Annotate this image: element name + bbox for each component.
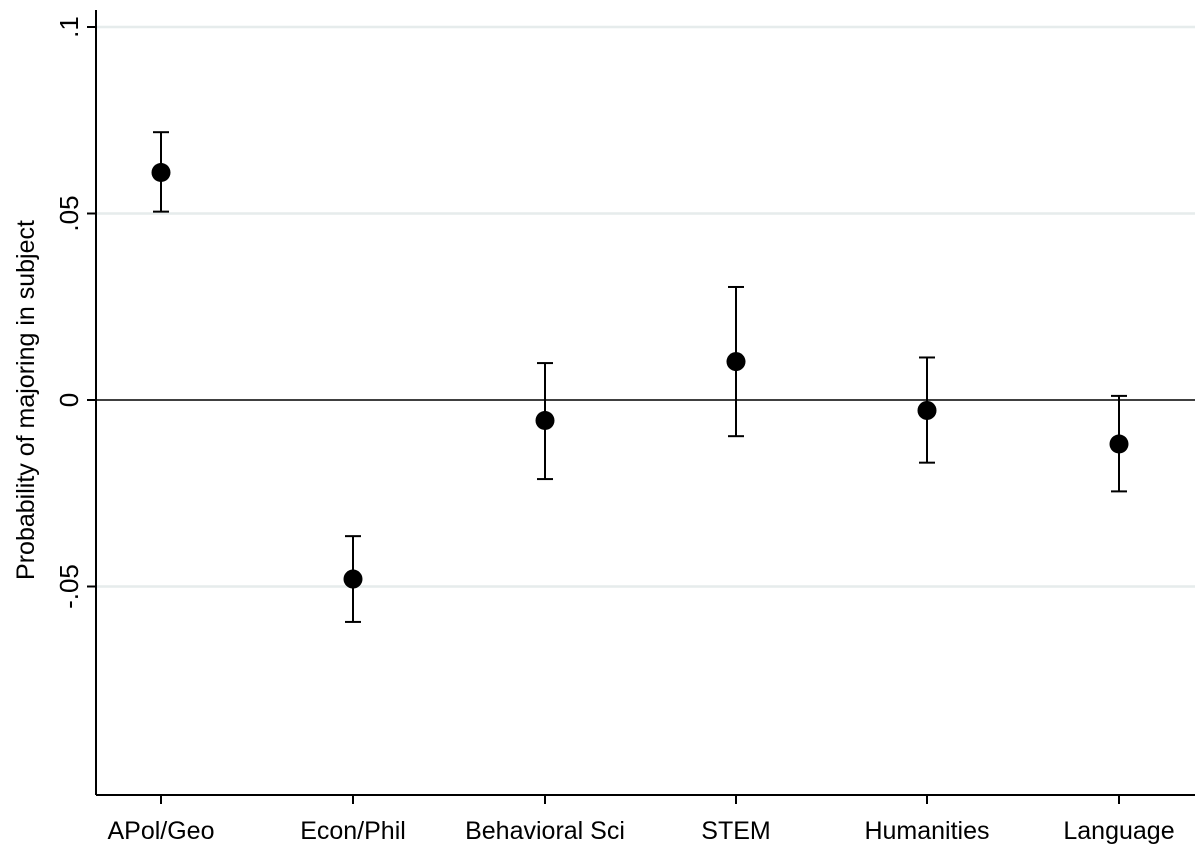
y-tick-label: 0	[54, 393, 84, 407]
estimate-point	[1109, 434, 1129, 454]
x-tick-label: Language	[1063, 817, 1174, 845]
x-tick-label: Behavioral Sci	[465, 817, 625, 845]
estimate-point	[726, 352, 746, 372]
y-axis-ticks: .1 .05 0 -.05	[54, 16, 96, 609]
estimate-point	[151, 162, 171, 182]
estimate-point	[917, 400, 937, 420]
x-tick-label: APol/Geo	[107, 817, 214, 845]
estimate-point	[343, 569, 363, 589]
y-axis-title: Probability of majoring in subject	[12, 220, 40, 580]
x-axis-ticks: APol/Geo Econ/Phil Behavioral Sci STEM Human…	[107, 795, 1175, 845]
x-tick-label: Econ/Phil	[300, 817, 406, 845]
y-tick-label: -.05	[54, 564, 84, 609]
estimate-point	[535, 411, 555, 431]
y-tick-label: .1	[54, 16, 84, 38]
x-tick-label: STEM	[701, 817, 770, 845]
y-tick-label: .05	[54, 195, 84, 231]
axes	[95, 10, 1195, 796]
x-tick-label: Humanities	[864, 817, 989, 845]
grid-lines	[96, 25, 1195, 588]
estimate-series	[151, 131, 1129, 623]
